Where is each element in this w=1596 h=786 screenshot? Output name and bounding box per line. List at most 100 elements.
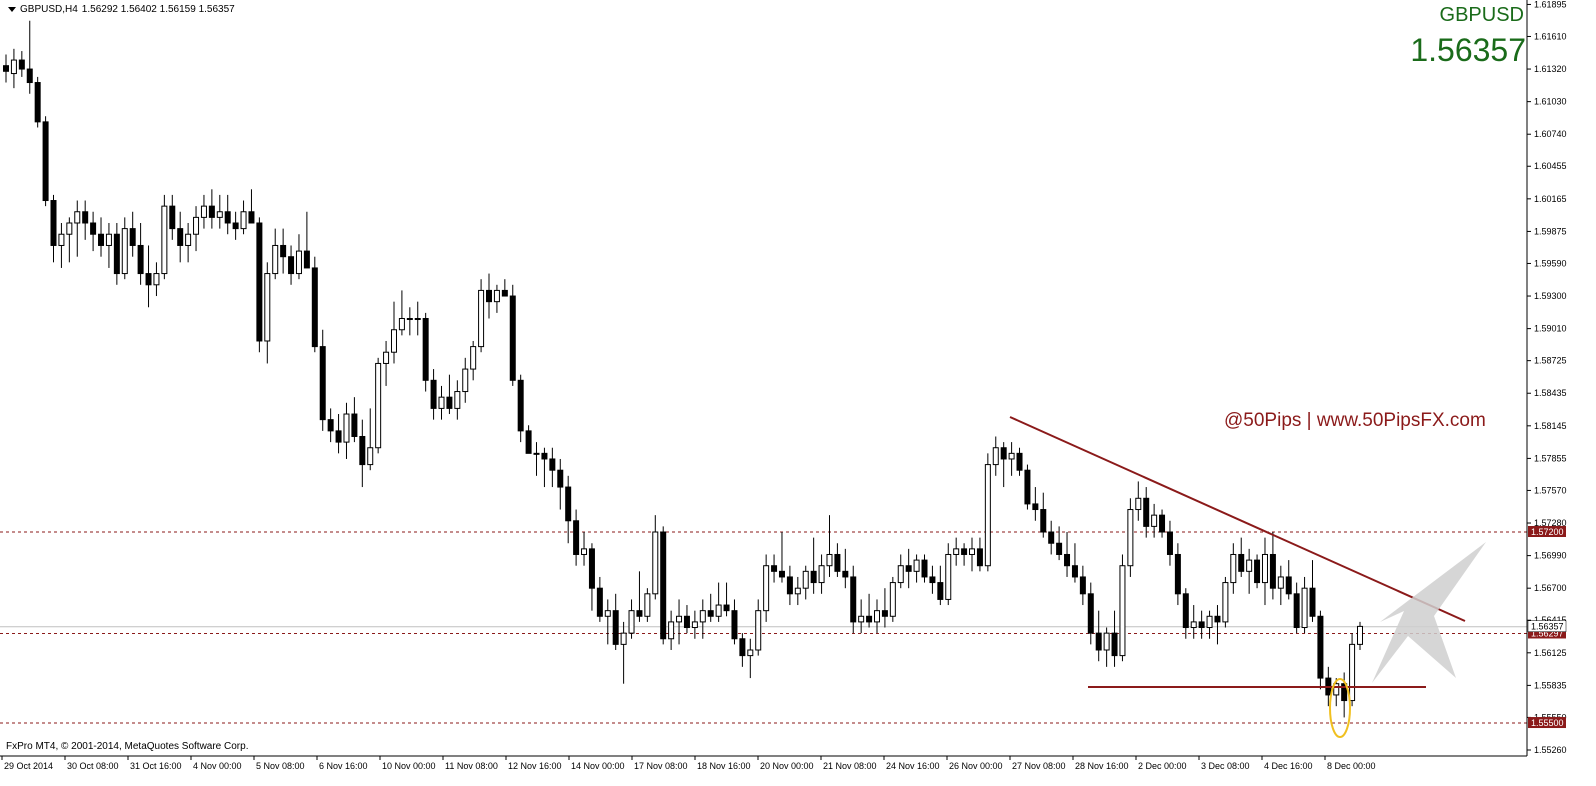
candle-body	[1269, 553, 1276, 589]
candle-body	[367, 447, 374, 466]
candle-body	[873, 610, 880, 623]
candle-body	[343, 413, 350, 443]
candle-body	[1056, 542, 1063, 555]
candle-body	[335, 430, 342, 443]
candle-body	[1206, 615, 1213, 629]
candle-body	[763, 565, 770, 612]
price-label: 1.55500	[1531, 718, 1564, 728]
y-tick-label: 1.59300	[1534, 291, 1567, 301]
copyright-text: FxPro MT4, © 2001-2014, MetaQuotes Softw…	[6, 741, 249, 752]
candle-body	[121, 228, 128, 275]
candle-body	[113, 233, 120, 275]
candle-body	[604, 610, 611, 617]
candle-body	[478, 289, 485, 348]
chart-header: GBPUSD,H4 1.56292 1.56402 1.56159 1.5635…	[8, 4, 235, 15]
x-tick-label: 24 Nov 16:00	[886, 761, 940, 771]
candle-body	[1357, 625, 1363, 645]
candle-body	[501, 289, 508, 297]
candle-body	[652, 531, 659, 595]
candle-body	[525, 430, 532, 454]
candle-body	[905, 565, 912, 572]
x-tick-label: 11 Nov 08:00	[445, 761, 498, 771]
candle-body	[208, 205, 215, 218]
candle-body	[34, 82, 41, 123]
candle-body	[992, 447, 999, 466]
candle-body	[802, 570, 809, 589]
candle-body	[303, 250, 310, 269]
candle-body	[549, 458, 556, 471]
candle-body	[771, 565, 778, 572]
x-tick-label: 20 Nov 00:00	[760, 761, 814, 771]
candle-body	[422, 318, 429, 381]
candle-body	[1285, 576, 1292, 595]
x-tick-label: 18 Nov 16:00	[697, 761, 751, 771]
candle-body	[723, 604, 730, 612]
candle-body	[1214, 615, 1221, 623]
candle-body	[280, 244, 287, 258]
y-tick-label: 1.56700	[1534, 583, 1567, 593]
candle-body	[778, 570, 785, 578]
candle-body	[1087, 593, 1094, 634]
y-tick-label: 1.61895	[1534, 0, 1567, 9]
candle-body	[794, 587, 801, 595]
candle-body	[1317, 615, 1324, 679]
candle-body	[185, 233, 192, 246]
candle-body	[913, 559, 920, 572]
candle-body	[288, 256, 295, 275]
candle-body	[295, 250, 302, 275]
candle-body	[953, 548, 960, 555]
candle-body	[1079, 576, 1086, 595]
candle-body	[945, 553, 952, 600]
candle-body	[137, 244, 144, 275]
candle-body	[319, 346, 326, 421]
candle-body	[929, 576, 936, 584]
candle-body	[351, 413, 358, 437]
candle-body	[1048, 531, 1055, 544]
y-tick-label: 1.58145	[1534, 421, 1567, 431]
watermark-text: @50Pips | www.50PipsFX.com	[1224, 410, 1486, 431]
candle-body	[1222, 582, 1229, 623]
candle-body	[581, 548, 588, 555]
candle-body	[272, 244, 279, 275]
candle-body	[1143, 497, 1150, 527]
candle-body	[636, 610, 643, 617]
candle-body	[1000, 447, 1007, 460]
candle-body	[1166, 531, 1173, 555]
candle-body	[1309, 587, 1316, 617]
candle-body	[232, 222, 239, 230]
candle-body	[50, 200, 57, 246]
candle-body	[683, 615, 690, 629]
y-tick-label: 1.61610	[1534, 31, 1567, 41]
candle-body	[691, 621, 698, 629]
candle-body	[881, 610, 888, 617]
x-axis-ticks: 29 Oct 2014 30 Oct 08:00 31 Oct 16:00 4 Nov…	[1, 756, 1376, 771]
y-tick-label: 1.61030	[1534, 97, 1567, 107]
arrow-shape	[1372, 542, 1486, 683]
current-price: 1.56357	[1410, 32, 1526, 68]
candle-body	[224, 211, 231, 224]
candle-body	[1103, 632, 1110, 651]
candle-body	[628, 610, 635, 634]
candle-body	[676, 615, 683, 623]
candle-body	[18, 59, 25, 70]
candle-body	[193, 216, 200, 235]
candle-body	[858, 615, 865, 623]
candle-body	[541, 452, 548, 460]
y-tick-label: 1.60740	[1534, 129, 1567, 139]
price-label-box	[1527, 620, 1567, 632]
candle-body	[1071, 565, 1078, 578]
y-tick-label: 1.60165	[1534, 194, 1567, 204]
axes	[0, 0, 1528, 757]
y-tick-label: 1.60455	[1534, 161, 1567, 171]
candle-body	[240, 211, 247, 230]
candle-body	[98, 233, 105, 246]
candle-body	[105, 233, 112, 246]
dropdown-triangle-icon[interactable]	[8, 7, 16, 12]
y-tick-label: 1.57570	[1534, 485, 1567, 495]
candle-body	[327, 419, 334, 432]
candle-body	[850, 576, 857, 623]
y-tick-label: 1.58725	[1534, 356, 1567, 366]
candle-body	[1127, 509, 1134, 567]
